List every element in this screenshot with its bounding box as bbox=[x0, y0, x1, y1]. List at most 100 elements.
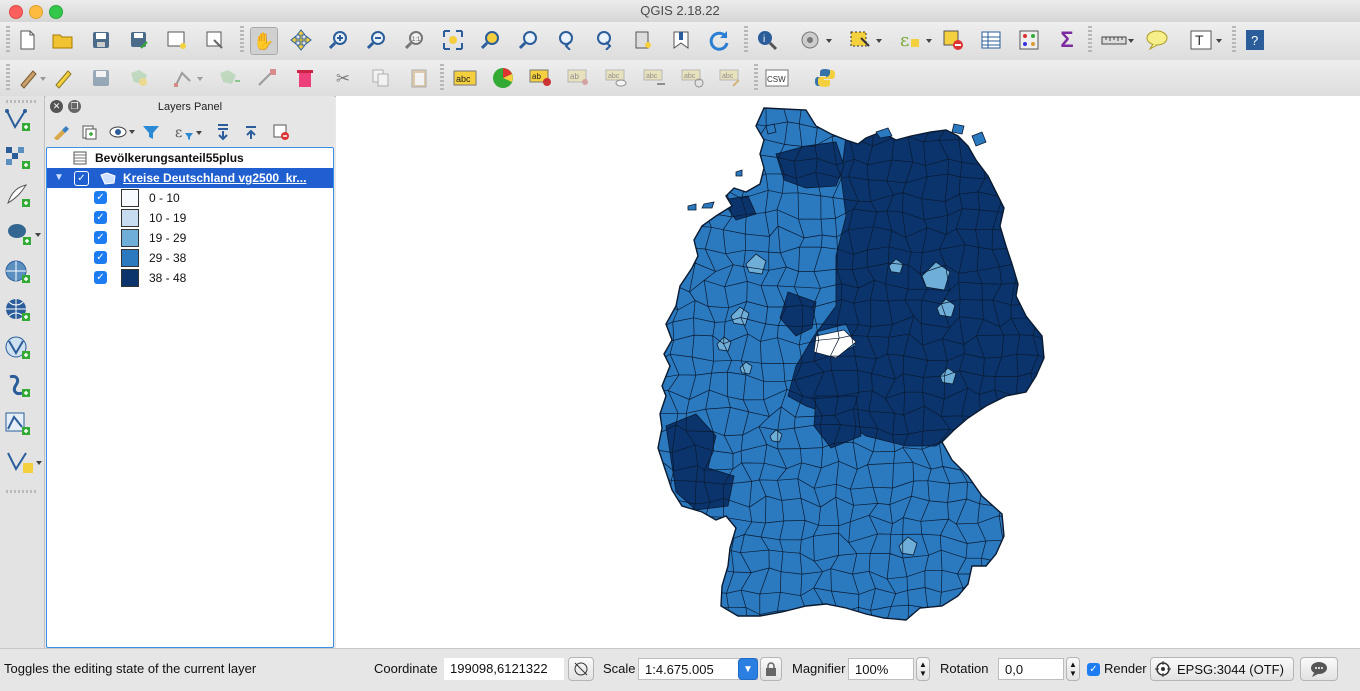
magnifier-stepper-icon[interactable]: ▲ ▼ bbox=[916, 657, 930, 681]
close-panel-icon[interactable]: ✕ bbox=[50, 100, 63, 113]
add-delimited-text-layer-icon[interactable] bbox=[4, 372, 32, 400]
statistical-summary-icon[interactable]: Σ bbox=[1060, 27, 1074, 52]
district-region-dark[interactable] bbox=[813, 395, 862, 449]
layer-visibility-checkbox[interactable]: ✓ bbox=[74, 171, 89, 186]
crs-status-button[interactable]: EPSG:3044 (OTF) bbox=[1150, 657, 1294, 681]
island-district[interactable] bbox=[875, 127, 893, 139]
toolbar-grip[interactable] bbox=[6, 490, 38, 493]
scale-field[interactable]: 1:4.675.005 bbox=[638, 658, 758, 680]
island-district[interactable] bbox=[735, 169, 743, 177]
magnifier-field[interactable]: 100% bbox=[848, 658, 914, 680]
legend-class-row[interactable]: ✓ 10 - 19 bbox=[47, 208, 333, 228]
collapse-all-icon[interactable] bbox=[240, 122, 262, 142]
lock-scale-icon[interactable] bbox=[760, 657, 782, 681]
filter-legend-icon[interactable] bbox=[140, 122, 162, 142]
new-project-icon[interactable] bbox=[14, 27, 40, 53]
add-postgis-layer-icon[interactable] bbox=[4, 220, 44, 248]
new-shapefile-layer-icon[interactable] bbox=[4, 410, 32, 438]
toolbar-grip[interactable] bbox=[1088, 26, 1092, 54]
zoom-to-layer-icon[interactable] bbox=[516, 27, 542, 53]
expand-all-icon[interactable] bbox=[212, 122, 234, 142]
python-console-icon[interactable] bbox=[812, 65, 838, 91]
cut-features-icon[interactable]: ✂ bbox=[335, 68, 351, 88]
legend-class-checkbox[interactable]: ✓ bbox=[94, 231, 107, 244]
district-region-dark[interactable] bbox=[779, 291, 817, 337]
island-district[interactable] bbox=[765, 123, 777, 135]
island-district[interactable] bbox=[687, 203, 697, 211]
move-label-icon[interactable]: abc bbox=[642, 65, 668, 91]
district-region-light[interactable] bbox=[769, 429, 783, 443]
rotation-field[interactable]: 0,0 bbox=[998, 658, 1064, 680]
toolbar-grip[interactable] bbox=[440, 64, 444, 92]
manage-map-themes-icon[interactable] bbox=[108, 122, 138, 142]
open-field-calculator-icon[interactable] bbox=[1016, 27, 1042, 53]
highlight-pinned-labels-icon[interactable]: ab bbox=[566, 65, 592, 91]
layer-group-row[interactable]: Bevölkerungsanteil55plus bbox=[47, 148, 333, 168]
toolbar-grip[interactable] bbox=[6, 64, 10, 92]
toolbar-grip[interactable] bbox=[744, 26, 748, 54]
island-district[interactable] bbox=[701, 201, 715, 209]
coordinate-field[interactable]: 199098,6121322 bbox=[444, 658, 564, 680]
add-group-icon[interactable] bbox=[78, 122, 100, 142]
save-layer-edits-icon[interactable] bbox=[88, 65, 114, 91]
zoom-last-icon[interactable] bbox=[554, 27, 580, 53]
pan-to-selection-icon[interactable] bbox=[288, 27, 314, 53]
save-project-icon[interactable] bbox=[88, 27, 114, 53]
move-feature-icon[interactable] bbox=[216, 65, 242, 91]
district-region-light[interactable] bbox=[739, 361, 753, 375]
toolbar-grip[interactable] bbox=[6, 100, 38, 103]
new-print-composer-icon[interactable] bbox=[164, 27, 190, 53]
change-label-icon[interactable]: abc bbox=[718, 65, 744, 91]
legend-class-checkbox[interactable]: ✓ bbox=[94, 251, 107, 264]
add-csw-icon[interactable]: CSW bbox=[764, 65, 790, 91]
refresh-icon[interactable] bbox=[706, 27, 732, 53]
save-as-icon[interactable] bbox=[126, 27, 152, 53]
select-features-icon[interactable] bbox=[846, 27, 886, 53]
current-edits-icon[interactable] bbox=[14, 65, 50, 91]
float-panel-icon[interactable]: ❐ bbox=[68, 100, 81, 113]
render-checkbox[interactable]: ✓ bbox=[1087, 663, 1100, 676]
legend-class-checkbox[interactable]: ✓ bbox=[94, 211, 107, 224]
close-window-button[interactable] bbox=[9, 5, 23, 19]
filter-legend-by-expression-icon[interactable]: ε bbox=[172, 122, 204, 142]
pan-map-icon[interactable]: ✋ bbox=[250, 27, 278, 55]
zoom-in-icon[interactable] bbox=[326, 27, 352, 53]
collapse-triangle-icon[interactable]: ▼ bbox=[54, 172, 64, 183]
toolbar-grip[interactable] bbox=[240, 26, 244, 54]
district-region-dark[interactable] bbox=[775, 141, 845, 189]
remove-layer-icon[interactable] bbox=[270, 122, 292, 142]
open-attribute-table-icon[interactable] bbox=[978, 27, 1004, 53]
node-tool-icon[interactable] bbox=[170, 65, 208, 91]
add-wfs-layer-icon[interactable] bbox=[4, 334, 32, 362]
new-spatialite-layer-icon[interactable] bbox=[4, 448, 44, 476]
legend-class-checkbox[interactable]: ✓ bbox=[94, 271, 107, 284]
delete-selected-icon[interactable] bbox=[292, 65, 318, 91]
zoom-full-icon[interactable] bbox=[440, 27, 466, 53]
legend-class-row[interactable]: ✓ 29 - 38 bbox=[47, 248, 333, 268]
zoom-next-icon[interactable] bbox=[592, 27, 618, 53]
run-feature-action-icon[interactable] bbox=[796, 27, 836, 53]
toggle-editing-icon[interactable] bbox=[50, 65, 76, 91]
paste-features-icon[interactable] bbox=[406, 65, 432, 91]
layer-styling-icon[interactable] bbox=[50, 122, 72, 142]
show-hide-labels-icon[interactable]: abc bbox=[604, 65, 630, 91]
toolbar-grip[interactable] bbox=[754, 64, 758, 92]
district-region-light[interactable] bbox=[939, 367, 957, 385]
rotation-stepper-icon[interactable]: ▲ ▼ bbox=[1066, 657, 1080, 681]
legend-class-checkbox[interactable]: ✓ bbox=[94, 191, 107, 204]
text-annotation-icon[interactable]: T bbox=[1186, 27, 1226, 53]
copy-features-icon[interactable] bbox=[368, 65, 394, 91]
layer-labeling-options-icon[interactable]: abc bbox=[452, 65, 478, 91]
rotate-label-icon[interactable]: abc bbox=[680, 65, 706, 91]
layer-diagram-options-icon[interactable] bbox=[490, 65, 516, 91]
deselect-features-icon[interactable] bbox=[940, 27, 966, 53]
identify-features-icon[interactable]: i bbox=[754, 27, 780, 53]
toggle-extents-icon[interactable] bbox=[568, 657, 594, 681]
open-project-icon[interactable] bbox=[50, 27, 76, 53]
add-vector-layer-icon[interactable] bbox=[4, 106, 32, 134]
scale-dropdown-icon[interactable]: ▼ bbox=[738, 658, 758, 680]
district-region-light[interactable] bbox=[898, 536, 918, 556]
add-feature-icon[interactable] bbox=[126, 65, 152, 91]
add-spatialite-layer-icon[interactable] bbox=[4, 182, 32, 210]
minimize-window-button[interactable] bbox=[29, 5, 43, 19]
